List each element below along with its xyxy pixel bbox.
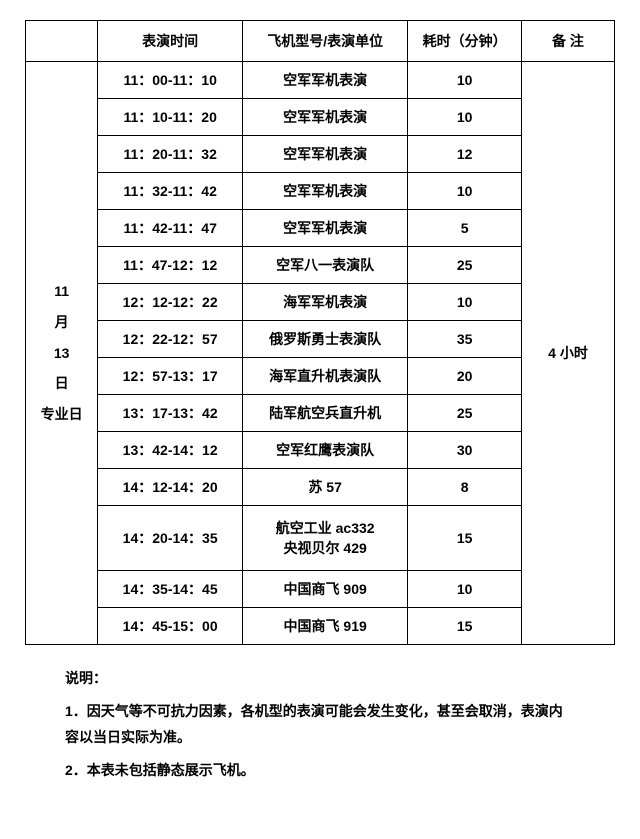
unit-line: 航空工业 ac332 <box>247 518 403 538</box>
notes-section: 说明： 1．因天气等不可抗力因素，各机型的表演可能会发生变化，甚至会取消，表演内… <box>65 665 575 783</box>
cell-unit: 陆军航空兵直升机 <box>242 395 407 432</box>
cell-duration: 8 <box>408 469 522 506</box>
cell-duration: 20 <box>408 358 522 395</box>
table-body: 11月13日专业日11：00-11：10空军军机表演104 小时11：10-11… <box>26 62 615 645</box>
cell-time: 14：35-14：45 <box>98 571 243 608</box>
cell-unit: 海军军机表演 <box>242 284 407 321</box>
schedule-table: 表演时间 飞机型号/表演单位 耗时（分钟） 备 注 11月13日专业日11：00… <box>25 20 615 645</box>
cell-unit: 苏 57 <box>242 469 407 506</box>
cell-unit: 俄罗斯勇士表演队 <box>242 321 407 358</box>
cell-duration: 10 <box>408 62 522 99</box>
notes-item-2: 2．本表未包括静态展示飞机。 <box>65 757 575 784</box>
header-date <box>26 21 98 62</box>
header-time: 表演时间 <box>98 21 243 62</box>
header-row: 表演时间 飞机型号/表演单位 耗时（分钟） 备 注 <box>26 21 615 62</box>
cell-time: 13：17-13：42 <box>98 395 243 432</box>
table-row: 11月13日专业日11：00-11：10空军军机表演104 小时 <box>26 62 615 99</box>
cell-duration: 15 <box>408 608 522 645</box>
cell-time: 11：20-11：32 <box>98 136 243 173</box>
cell-time: 11：42-11：47 <box>98 210 243 247</box>
cell-duration: 25 <box>408 247 522 284</box>
unit-line: 央视贝尔 429 <box>247 538 403 558</box>
cell-duration: 10 <box>408 284 522 321</box>
cell-time: 11：47-12：12 <box>98 247 243 284</box>
date-line: 日 <box>30 368 93 399</box>
cell-time: 14：45-15：00 <box>98 608 243 645</box>
cell-time: 14：20-14：35 <box>98 506 243 571</box>
cell-time: 11：32-11：42 <box>98 173 243 210</box>
cell-unit: 空军军机表演 <box>242 173 407 210</box>
cell-duration: 10 <box>408 99 522 136</box>
cell-unit: 中国商飞 909 <box>242 571 407 608</box>
cell-unit: 航空工业 ac332央视贝尔 429 <box>242 506 407 571</box>
cell-unit: 空军八一表演队 <box>242 247 407 284</box>
cell-time: 11：10-11：20 <box>98 99 243 136</box>
cell-duration: 5 <box>408 210 522 247</box>
date-line: 专业日 <box>30 399 93 430</box>
cell-time: 13：42-14：12 <box>98 432 243 469</box>
cell-time: 11：00-11：10 <box>98 62 243 99</box>
cell-time: 12：22-12：57 <box>98 321 243 358</box>
cell-unit: 空军军机表演 <box>242 99 407 136</box>
cell-unit: 空军军机表演 <box>242 210 407 247</box>
date-cell: 11月13日专业日 <box>26 62 98 645</box>
header-note: 备 注 <box>521 21 614 62</box>
cell-note: 4 小时 <box>521 62 614 645</box>
cell-duration: 10 <box>408 173 522 210</box>
cell-time: 12：57-13：17 <box>98 358 243 395</box>
header-duration: 耗时（分钟） <box>408 21 522 62</box>
cell-duration: 25 <box>408 395 522 432</box>
notes-title: 说明： <box>65 665 575 692</box>
cell-unit: 海军直升机表演队 <box>242 358 407 395</box>
cell-unit: 空军军机表演 <box>242 62 407 99</box>
cell-duration: 10 <box>408 571 522 608</box>
cell-unit: 空军红鹰表演队 <box>242 432 407 469</box>
cell-unit: 中国商飞 919 <box>242 608 407 645</box>
date-line: 11 <box>30 276 93 307</box>
cell-duration: 35 <box>408 321 522 358</box>
cell-duration: 15 <box>408 506 522 571</box>
cell-duration: 30 <box>408 432 522 469</box>
date-line: 月 <box>30 307 93 338</box>
cell-time: 14：12-14：20 <box>98 469 243 506</box>
notes-item-1: 1．因天气等不可抗力因素，各机型的表演可能会发生变化，甚至会取消，表演内容以当日… <box>65 698 575 751</box>
cell-time: 12：12-12：22 <box>98 284 243 321</box>
header-unit: 飞机型号/表演单位 <box>242 21 407 62</box>
cell-unit: 空军军机表演 <box>242 136 407 173</box>
cell-duration: 12 <box>408 136 522 173</box>
date-line: 13 <box>30 338 93 369</box>
document-wrapper: 表演时间 飞机型号/表演单位 耗时（分钟） 备 注 11月13日专业日11：00… <box>0 0 640 809</box>
